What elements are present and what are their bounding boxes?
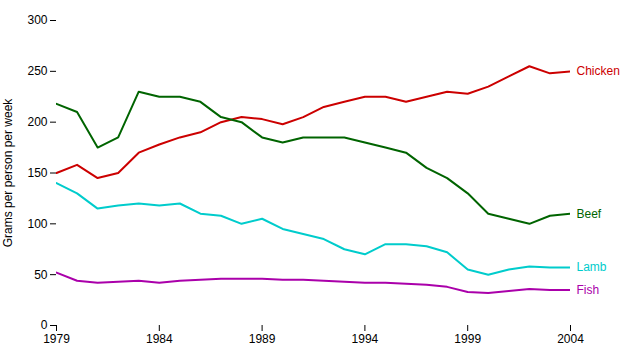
svg-text:300: 300 — [27, 13, 47, 27]
svg-text:Chicken: Chicken — [577, 64, 620, 78]
svg-text:100: 100 — [27, 217, 47, 231]
svg-text:Fish: Fish — [577, 283, 600, 297]
svg-text:0: 0 — [41, 318, 48, 332]
svg-text:Beef: Beef — [577, 207, 602, 221]
svg-text:1999: 1999 — [454, 332, 481, 346]
svg-text:1994: 1994 — [352, 332, 379, 346]
svg-text:200: 200 — [27, 115, 47, 129]
svg-text:2004: 2004 — [557, 332, 584, 346]
svg-text:1979: 1979 — [43, 332, 70, 346]
svg-text:1989: 1989 — [249, 332, 276, 346]
svg-text:Lamb: Lamb — [577, 260, 607, 274]
svg-text:1984: 1984 — [146, 332, 173, 346]
svg-text:150: 150 — [27, 166, 47, 180]
svg-text:250: 250 — [27, 64, 47, 78]
svg-text:50: 50 — [34, 268, 48, 282]
svg-text:Grams per person per week: Grams per person per week — [1, 98, 15, 248]
